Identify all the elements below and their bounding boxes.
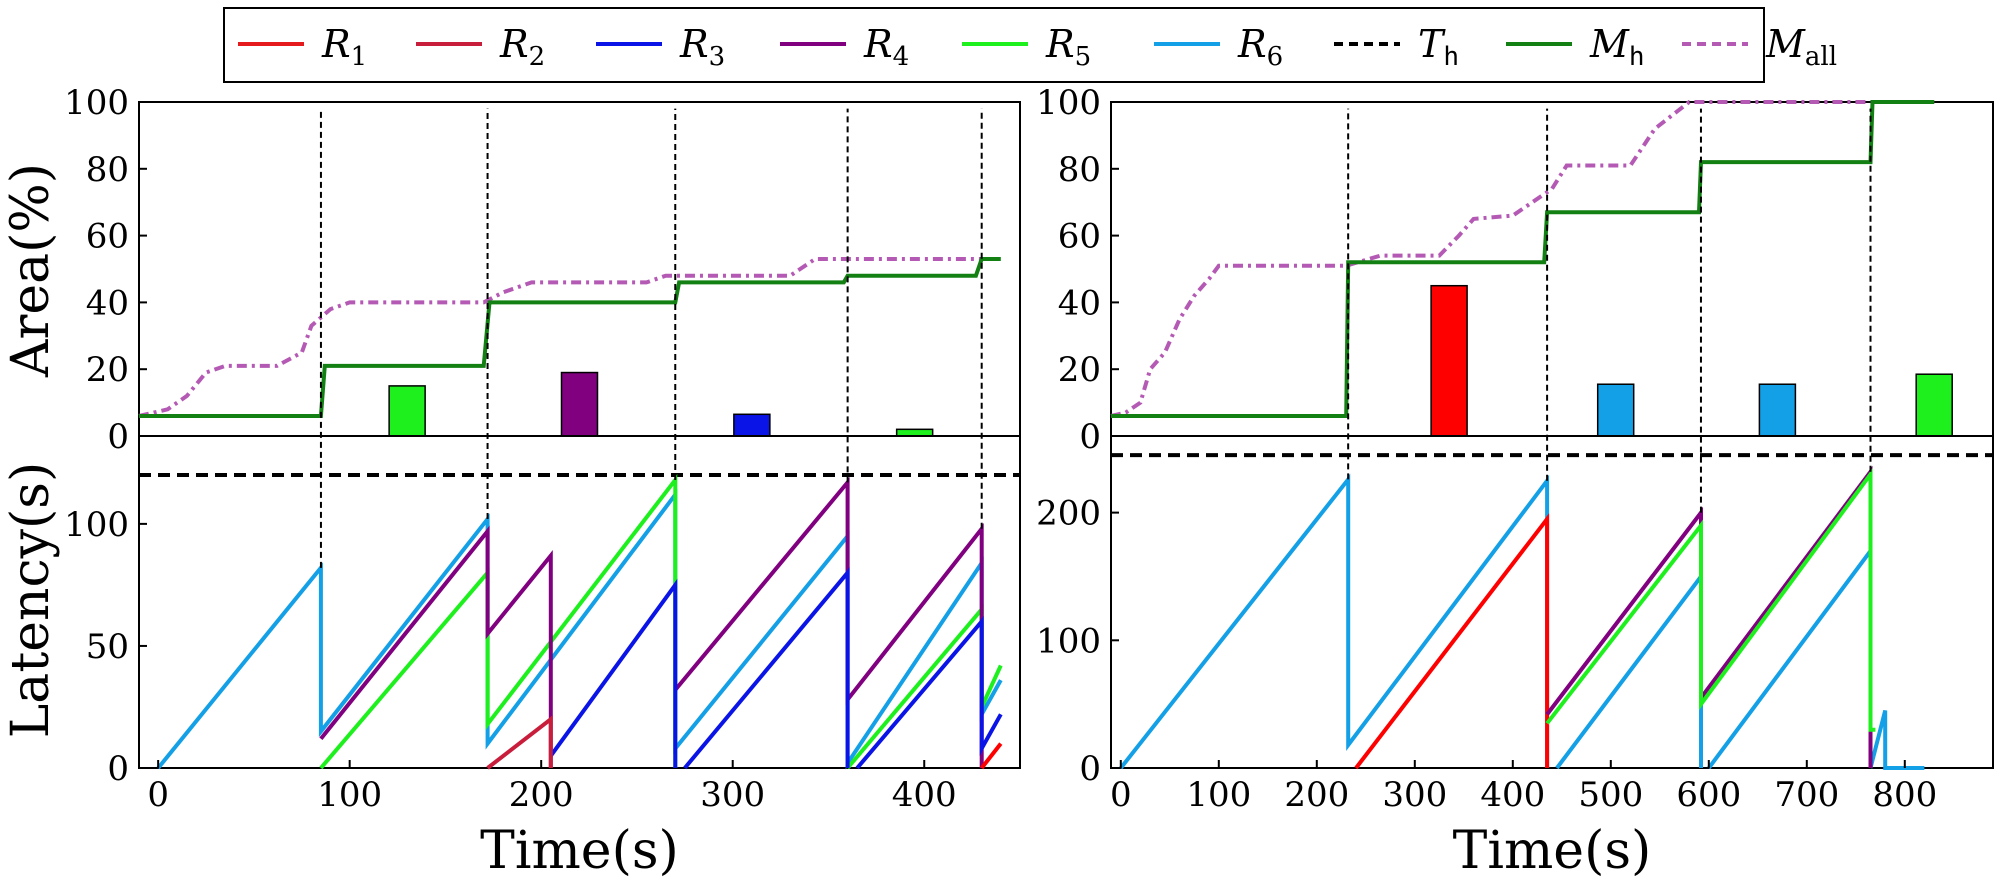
series-R5 xyxy=(319,474,678,770)
series-Mh xyxy=(1111,100,1935,418)
y-tick-label: 40 xyxy=(1058,283,1101,323)
y-tick-label: 100 xyxy=(64,83,129,123)
right-area-panel: 0 20 40 60 80 100 xyxy=(1036,83,1994,457)
legend-label-Th: Th xyxy=(1418,22,1459,72)
x-tick-label: 0 xyxy=(147,775,169,815)
x-tick-label: 600 xyxy=(1676,775,1741,815)
y-tick-label: 0 xyxy=(1079,749,1101,789)
axis-labels: Time(s) Time(s) Area(%) Latency(s) xyxy=(1,108,1872,881)
x-tick-label: 700 xyxy=(1774,775,1839,815)
y-tick-label: 100 xyxy=(1036,83,1101,123)
series-R6 xyxy=(1868,710,1925,770)
legend-label-R4: R4 xyxy=(863,22,909,72)
legend-label-sub: all xyxy=(1805,42,1837,72)
legend-label-main: R xyxy=(499,22,529,66)
y-tick-label: 60 xyxy=(86,217,129,257)
series-R5 xyxy=(1545,468,1876,732)
y-tick-label: 0 xyxy=(1079,417,1101,457)
legend-label-sub: h xyxy=(1443,42,1459,72)
legend-label-main: R xyxy=(321,22,351,66)
latency-frame xyxy=(138,435,1021,769)
y-tick-label: 200 xyxy=(1036,494,1101,534)
series-R4 xyxy=(319,525,553,768)
y-tick-label: 20 xyxy=(1058,350,1101,390)
legend-label-main: R xyxy=(1045,22,1075,66)
legend-label-R5: R5 xyxy=(1045,22,1091,72)
legend-label-sub: 2 xyxy=(529,42,546,72)
latency-frame xyxy=(1110,435,1994,769)
bar-R5 xyxy=(388,385,426,437)
bar-R4 xyxy=(560,371,599,437)
series-R3 xyxy=(549,578,678,768)
series-Mall xyxy=(138,257,1001,418)
left-latency-panel: 0 50 100 0 100 200 300 400 xyxy=(64,435,1021,815)
bar-R6 xyxy=(1758,383,1797,437)
series-R6 xyxy=(156,488,1003,770)
x-axis-label-right: Time(s) xyxy=(1453,821,1652,881)
legend-label-Mall: Mall xyxy=(1765,22,1837,72)
y-tick-label: 0 xyxy=(107,417,129,457)
legend-label-sub: 6 xyxy=(1267,42,1284,72)
series-Mall xyxy=(1110,100,1935,418)
y-tick-label: 40 xyxy=(86,283,129,323)
series-Mh xyxy=(139,257,1001,418)
x-axis-label-left: Time(s) xyxy=(480,821,679,881)
x-tick-label: 800 xyxy=(1872,775,1937,815)
x-tick-label: 400 xyxy=(1480,775,1545,815)
y-tick-label: 0 xyxy=(107,749,129,789)
series-R4 xyxy=(1545,465,1873,768)
legend-label-sub: 1 xyxy=(351,42,368,72)
y-tick-label: 100 xyxy=(64,505,129,545)
x-tick-label: 0 xyxy=(1110,775,1132,815)
bar-R5 xyxy=(1915,373,1953,437)
legend-label-main: R xyxy=(679,22,709,66)
legend: R1 R2 R3 R4 R5 R6 Th Mh Mall xyxy=(223,7,1837,83)
x-tick-label: 300 xyxy=(700,775,765,815)
legend-label-sub: 3 xyxy=(709,42,726,72)
legend-label-Mh: Mh xyxy=(1589,22,1645,72)
legend-label-main: T xyxy=(1418,22,1446,66)
series-R2 xyxy=(486,715,553,770)
series-R3 xyxy=(683,567,850,770)
area-frame xyxy=(1110,101,1994,437)
y-axis-label-latency: Latency(s) xyxy=(1,462,61,738)
legend-label-sub: 5 xyxy=(1075,42,1092,72)
legend-label-R2: R2 xyxy=(499,22,545,72)
legend-label-main: R xyxy=(1237,22,1267,66)
bar-R1 xyxy=(1430,284,1468,437)
x-tick-label: 100 xyxy=(317,775,382,815)
legend-label-main: M xyxy=(1765,22,1806,66)
series-R1 xyxy=(980,742,1003,770)
x-tick-label: 200 xyxy=(509,775,574,815)
x-tick-label: 400 xyxy=(892,775,957,815)
bar-R5 xyxy=(895,428,934,437)
bar-R6 xyxy=(1596,383,1635,437)
legend-label-main: M xyxy=(1589,22,1630,66)
y-axis-label-area: Area(%) xyxy=(1,163,61,378)
right-latency-panel: 0 100 200 0 100 200 300 400 500 600 700 800 xyxy=(1036,435,1994,815)
x-tick-label: 500 xyxy=(1578,775,1643,815)
x-tick-label: 300 xyxy=(1382,775,1447,815)
legend-label-sub: h xyxy=(1629,42,1645,72)
y-tick-label: 50 xyxy=(86,627,129,667)
x-tick-label: 100 xyxy=(1186,775,1251,815)
bar-R3 xyxy=(733,413,771,437)
legend-label-R3: R3 xyxy=(679,22,725,72)
y-tick-label: 20 xyxy=(86,350,129,390)
y-tick-label: 100 xyxy=(1036,621,1101,661)
y-tick-label: 60 xyxy=(1058,217,1101,257)
left-area-panel: 0 20 40 60 80 100 xyxy=(64,83,1021,457)
series-R1 xyxy=(1354,513,1550,770)
y-tick-label: 80 xyxy=(1058,150,1101,190)
x-tick-label: 200 xyxy=(1284,775,1349,815)
legend-label-sub: 4 xyxy=(893,42,910,72)
series-R6 xyxy=(1119,473,1550,770)
legend-label-main: R xyxy=(863,22,893,66)
y-tick-label: 80 xyxy=(86,150,129,190)
legend-label-R1: R1 xyxy=(321,22,367,72)
series-R3 xyxy=(855,616,1003,770)
legend-label-R6: R6 xyxy=(1237,22,1283,72)
